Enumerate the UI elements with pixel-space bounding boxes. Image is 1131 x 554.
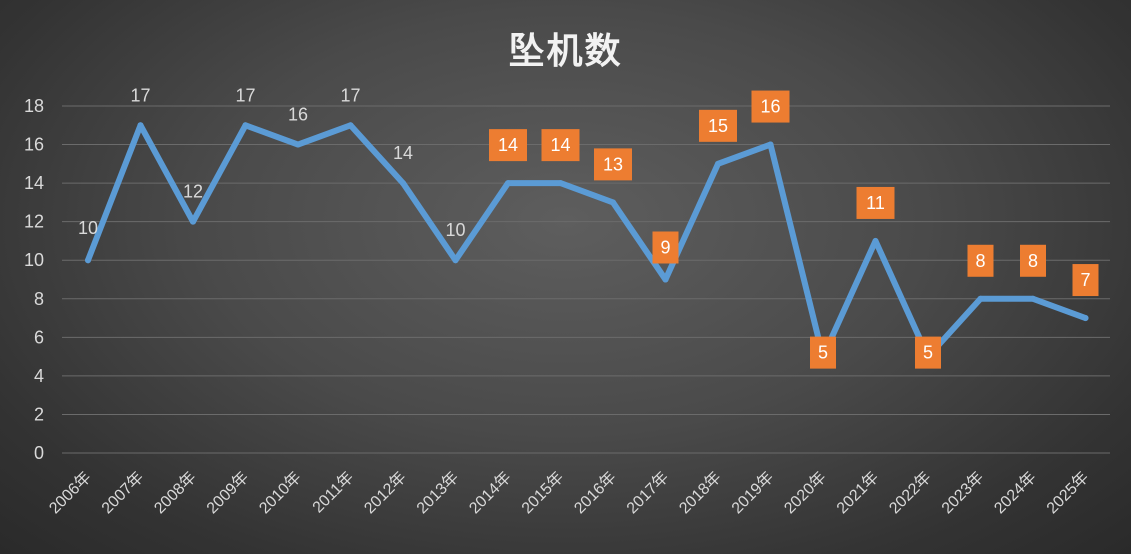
y-tick-label: 14 <box>24 173 44 193</box>
data-label: 16 <box>288 105 308 125</box>
x-tick-label: 2014年 <box>466 468 515 517</box>
x-tick-label: 2018年 <box>676 468 725 517</box>
data-label-box <box>652 231 679 264</box>
data-label: 8 <box>1028 251 1038 271</box>
data-label: 14 <box>550 135 570 155</box>
x-tick-label: 2025年 <box>1043 468 1092 517</box>
data-point <box>662 276 669 283</box>
y-tick-label: 2 <box>34 404 44 424</box>
data-point <box>137 122 144 129</box>
x-tick-label: 2009年 <box>203 468 252 517</box>
x-tick-label: 2016年 <box>571 468 620 517</box>
data-label: 16 <box>760 97 780 117</box>
data-label: 10 <box>445 220 465 240</box>
x-tick-label: 2013年 <box>413 468 462 517</box>
x-tick-label: 2021年 <box>833 468 882 517</box>
data-point <box>505 180 511 187</box>
data-label-box <box>751 90 790 123</box>
data-label: 15 <box>708 116 728 136</box>
data-label: 5 <box>923 343 933 363</box>
x-tick-label: 2017年 <box>623 468 672 517</box>
data-label: 13 <box>603 154 623 174</box>
data-point <box>1082 315 1089 322</box>
data-label-box <box>699 109 737 142</box>
data-point <box>977 295 984 302</box>
data-label-box <box>967 244 994 277</box>
x-tick-label: 2023年 <box>938 468 987 517</box>
data-point <box>242 122 249 129</box>
y-tick-label: 16 <box>24 135 44 155</box>
y-tick-label: 6 <box>34 327 44 347</box>
x-tick-label: 2022年 <box>886 468 935 517</box>
data-label: 14 <box>393 143 413 163</box>
data-label-box <box>810 336 836 369</box>
y-tick-label: 10 <box>24 250 44 270</box>
series-line <box>85 122 1089 360</box>
data-label-box <box>915 336 941 369</box>
data-point <box>190 218 196 225</box>
x-tick-label: 2007年 <box>98 468 147 517</box>
x-tick-label: 2019年 <box>728 468 777 517</box>
data-point <box>400 180 406 187</box>
data-point <box>85 257 91 264</box>
data-label: 17 <box>130 85 150 105</box>
data-point <box>872 237 879 244</box>
x-tick-label: 2015年 <box>518 468 567 517</box>
data-label: 11 <box>866 193 885 213</box>
data-label: 17 <box>340 85 360 105</box>
data-label: 9 <box>660 238 670 258</box>
x-tick-label: 2020年 <box>781 468 830 517</box>
data-label: 10 <box>78 218 98 238</box>
x-tick-label: 2010年 <box>256 468 305 517</box>
data-point <box>452 257 459 264</box>
chart-title: 坠机数 <box>508 31 623 72</box>
data-label: 14 <box>498 135 518 155</box>
data-point <box>1030 295 1036 302</box>
y-tick-label: 18 <box>24 96 44 116</box>
data-label: 5 <box>818 343 828 363</box>
data-point <box>715 160 721 167</box>
data-point <box>610 199 616 206</box>
y-tick-label: 4 <box>34 366 44 386</box>
data-label-box <box>1020 244 1046 277</box>
y-tick-label: 12 <box>24 212 44 232</box>
data-label-box <box>541 129 580 162</box>
y-tick-label: 0 <box>34 443 44 463</box>
data-label-box <box>856 186 895 219</box>
data-point <box>557 180 564 187</box>
x-tick-label: 2008年 <box>151 468 200 517</box>
x-tick-label: 2012年 <box>361 468 410 517</box>
data-label-box <box>1072 264 1099 297</box>
data-point <box>295 141 301 148</box>
data-label: 12 <box>183 182 203 202</box>
data-label: 8 <box>975 251 985 271</box>
data-point <box>347 122 354 129</box>
data-point <box>767 141 774 148</box>
x-tick-label: 2011年 <box>309 468 357 516</box>
y-tick-label: 8 <box>34 289 44 309</box>
x-tick-label: 2024年 <box>991 468 1040 517</box>
data-label: 7 <box>1080 270 1090 290</box>
x-tick-label: 2006年 <box>46 468 95 517</box>
data-label-box <box>594 148 632 181</box>
data-label: 17 <box>235 85 255 105</box>
data-label-box <box>489 129 527 162</box>
